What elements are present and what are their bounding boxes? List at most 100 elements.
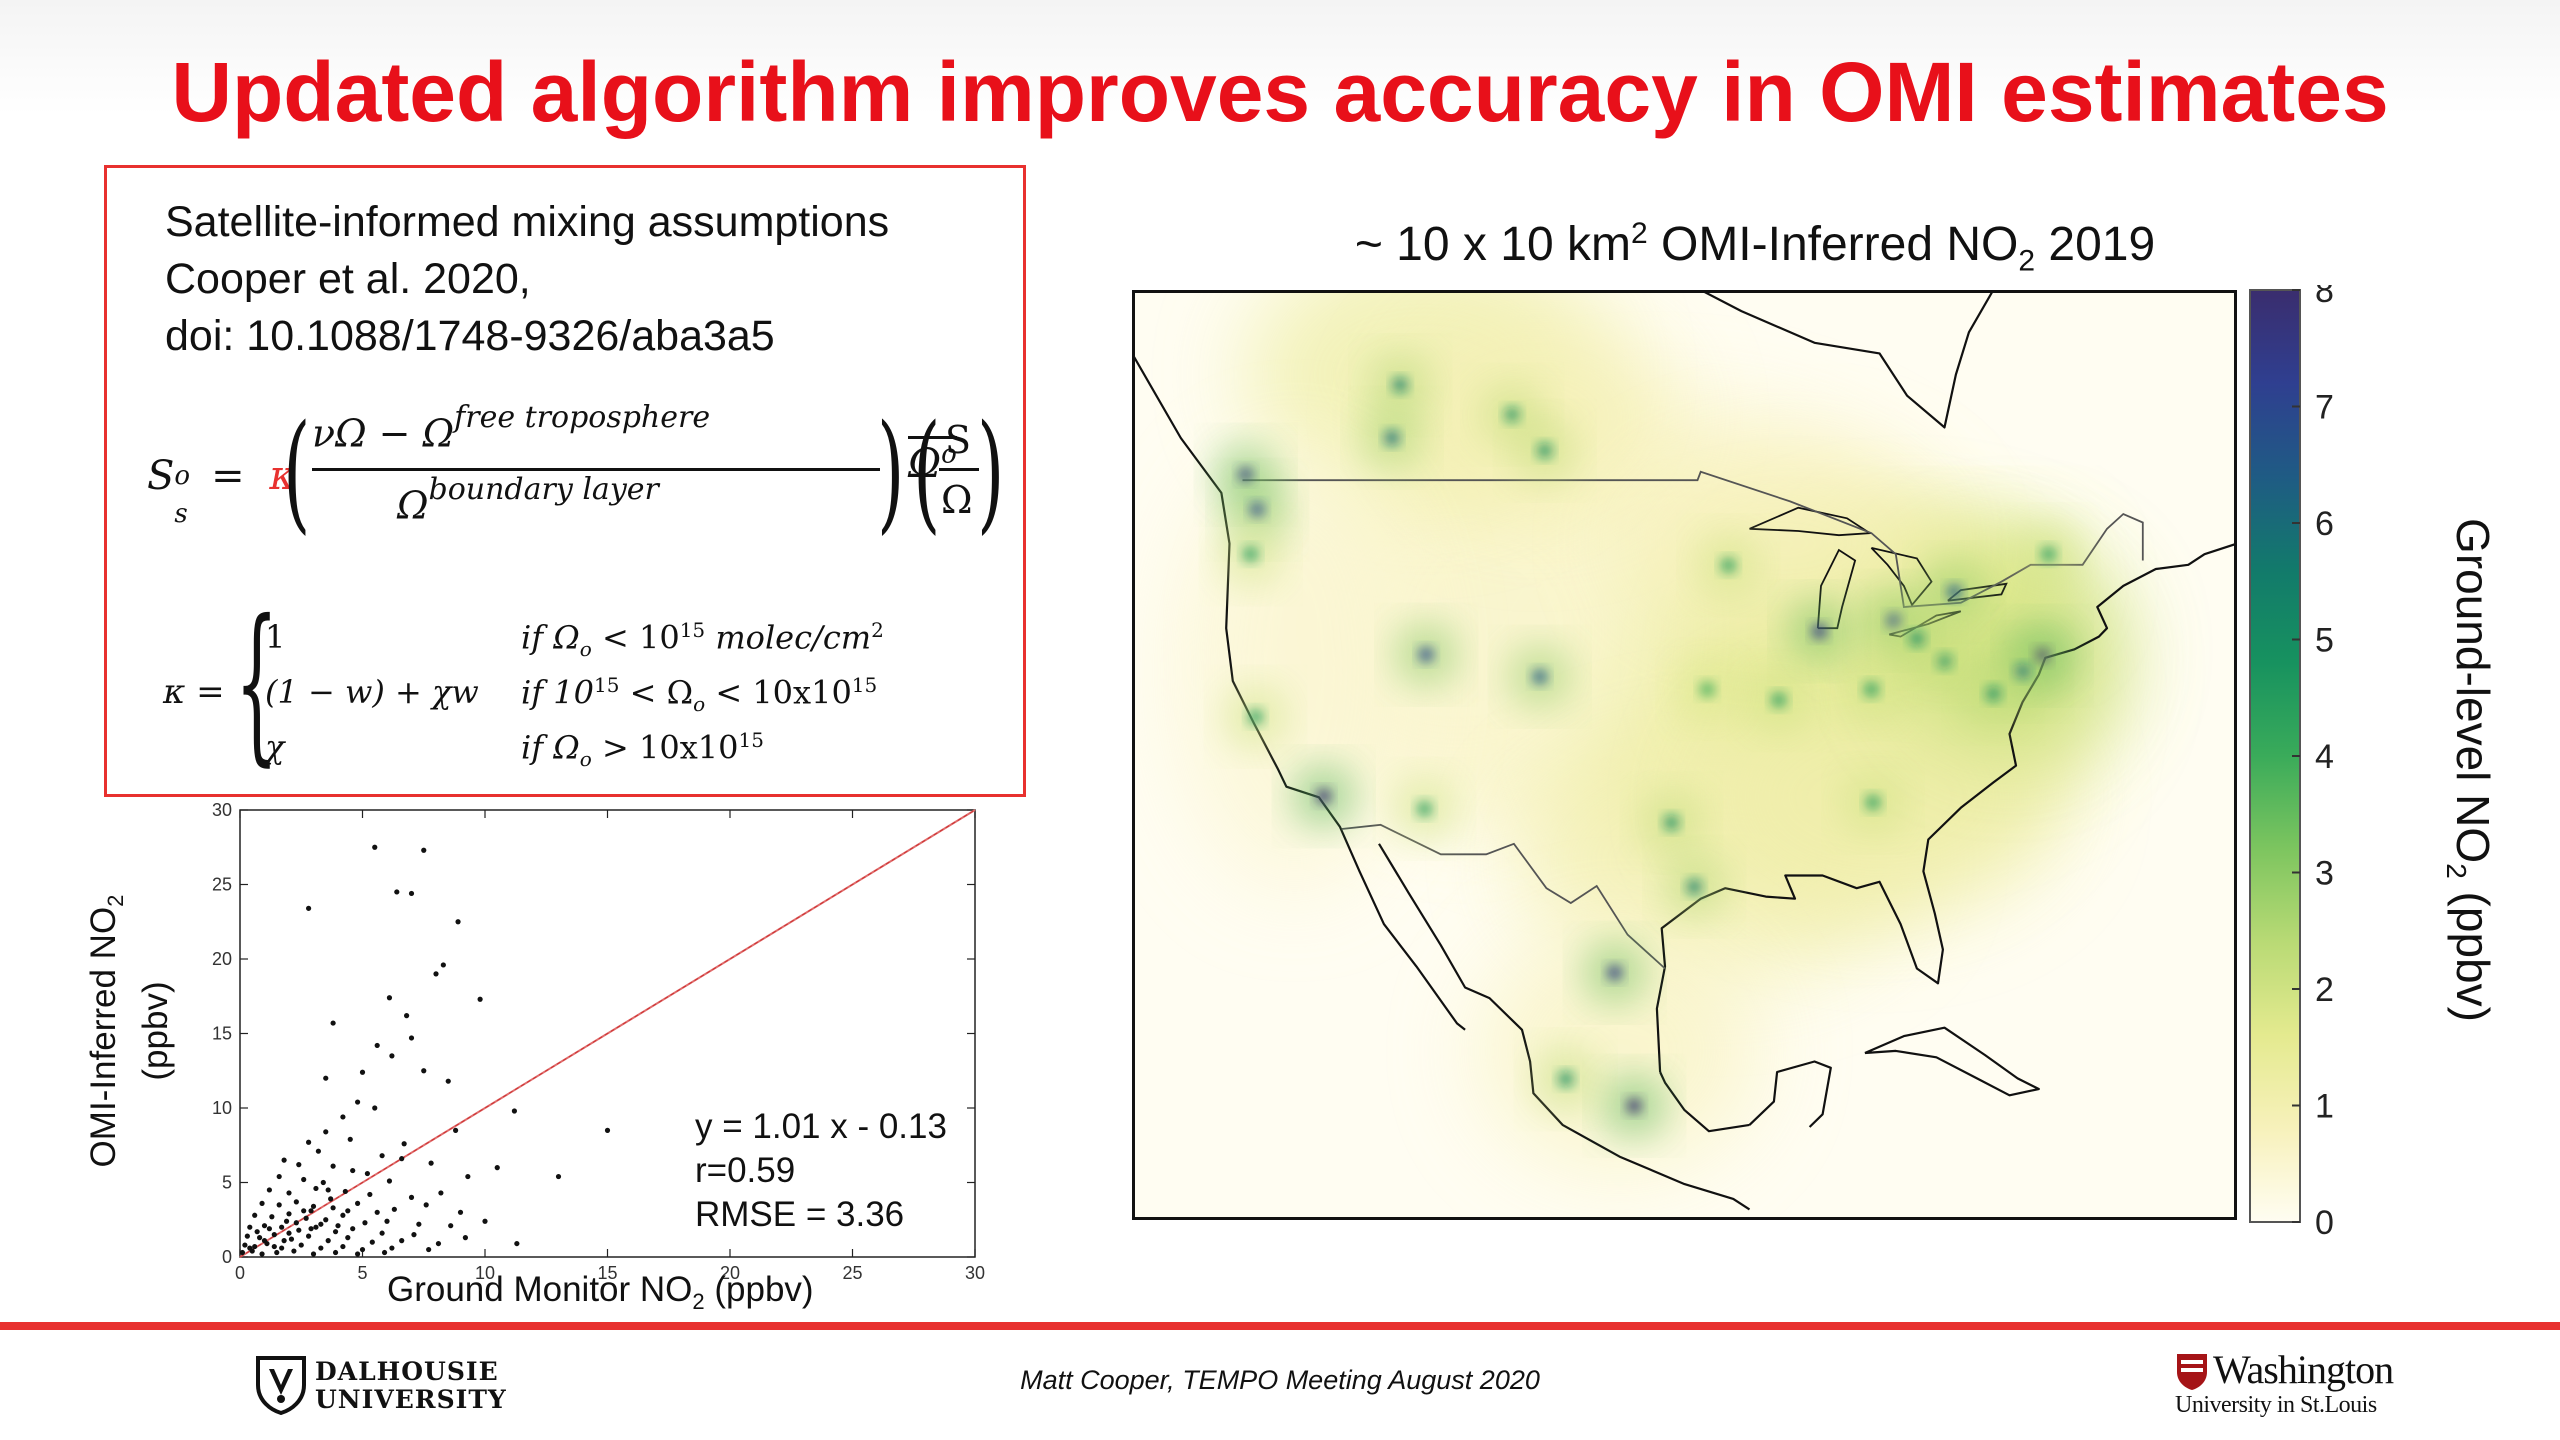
scatter-point <box>332 1249 339 1256</box>
kappa-case-1-value: 1 <box>265 618 286 656</box>
scatter-point <box>330 1020 336 1026</box>
scatter-point <box>259 1251 265 1257</box>
scatter-point <box>313 1224 319 1230</box>
scatter-point <box>448 1223 454 1229</box>
coastline <box>1748 1060 1832 1128</box>
scatter-point <box>330 1163 336 1169</box>
hotspot-houston <box>1687 879 1702 894</box>
colorbar-tick-label: 7 <box>2315 389 2334 427</box>
x-tick-label: 5 <box>357 1263 367 1283</box>
scatter-point <box>462 1235 468 1241</box>
scatter-point <box>286 1230 292 1236</box>
kappa-symbol: κ <box>269 453 296 499</box>
scatter-point <box>359 1246 366 1253</box>
scatter-point <box>293 1199 299 1205</box>
hotspot-pittsburgh <box>1937 654 1952 669</box>
colorbar-tick-label: 8 <box>2315 285 2334 310</box>
kappa-case-1-condition: if Ωo < 1015 molec/cm2 <box>521 618 884 662</box>
coastline <box>1864 1026 2040 1097</box>
scatter-point <box>416 1221 422 1227</box>
scatter-point <box>379 1153 385 1159</box>
scatter-point <box>332 1229 339 1235</box>
scatter-point <box>271 1232 277 1238</box>
hotspot-kansas-city <box>1700 682 1715 697</box>
scatter-point <box>323 1217 329 1223</box>
y-tick-label: 15 <box>212 1024 232 1044</box>
scatter-point <box>340 1212 346 1218</box>
country-border <box>1341 823 1666 970</box>
colorbar-tick-label: 0 <box>2315 1204 2334 1235</box>
scatter-point <box>374 1042 380 1049</box>
scatter-point <box>303 1215 309 1221</box>
scatter-point <box>242 1242 248 1248</box>
paren-close-2: ) <box>977 398 1005 547</box>
scatter-xlabel: Ground Monitor NO2 (ppbv) <box>387 1270 814 1314</box>
scatter-point <box>259 1200 265 1206</box>
scatter-point <box>271 1243 277 1250</box>
scatter-point <box>269 1214 275 1220</box>
hotspot-calgary <box>1385 430 1399 445</box>
scatter-point <box>252 1243 258 1250</box>
scatter-point <box>465 1173 471 1180</box>
y-tick-label: 30 <box>212 800 232 820</box>
scatter-point <box>364 1170 370 1177</box>
scatter-point <box>286 1211 292 1217</box>
dalhousie-shield-icon <box>256 1356 306 1415</box>
hotspot-st-louis <box>1771 693 1786 708</box>
hotspot-washington <box>1986 686 2001 701</box>
scatter-point <box>421 1068 427 1074</box>
scatter-point <box>438 1190 444 1196</box>
hotspot-phoenix <box>1417 801 1432 816</box>
scatter-point <box>604 1127 611 1133</box>
hotspot-salt-lake-city <box>1419 647 1434 662</box>
scatter-point <box>428 1160 434 1166</box>
scatter-point <box>288 1236 295 1242</box>
scatter-point <box>286 1190 292 1196</box>
scatter-point <box>421 847 427 853</box>
scatter-point <box>306 905 312 911</box>
slide-title: Updated algorithm improves accuracy in O… <box>171 45 2389 139</box>
scatter-point <box>355 1251 361 1257</box>
mean-omega-term: Ωo <box>908 436 957 488</box>
reference-box: Satellite-informed mixing assumptions Co… <box>104 165 1026 797</box>
hotspot-denver <box>1532 669 1547 684</box>
scatter-point <box>408 890 415 897</box>
scatter-point <box>408 1194 415 1200</box>
colorbar-tick-label: 3 <box>2315 855 2334 893</box>
scatter-point <box>511 1108 517 1114</box>
scatter-point <box>372 844 378 850</box>
x-tick-label: 30 <box>965 1263 985 1283</box>
one-to-one-line <box>239 809 976 1258</box>
hotspot-toronto <box>1947 585 1962 600</box>
scatter-point <box>283 1218 290 1224</box>
map-title: ~ 10 x 10 km2 OMI-Inferred NO2 2019 <box>1354 217 2156 278</box>
scatter-point <box>252 1212 258 1218</box>
hotspot-seattle <box>1250 502 1265 517</box>
scatter-point <box>261 1238 268 1244</box>
reference-line-3: doi: 10.1088/1748-9326/aba3a5 <box>165 312 775 360</box>
scatter-chart: 0 5 10 15 20 25 30 0 5 10 15 20 25 30 <box>212 800 985 1283</box>
scatter-point <box>384 1218 390 1224</box>
hotspot-dallas <box>1664 815 1679 830</box>
reference-line-1: Satellite-informed mixing assumptions <box>165 198 890 246</box>
scatter-point <box>347 1136 353 1142</box>
scatter-point <box>401 1141 407 1147</box>
scatter-point <box>306 1233 312 1239</box>
y-tick-label: 10 <box>212 1098 232 1118</box>
scatter-point <box>342 1188 348 1195</box>
regional-no2-field <box>1622 453 1942 634</box>
scatter-point <box>301 1176 307 1183</box>
scatter-point <box>494 1165 500 1171</box>
y-tick-label: 0 <box>222 1247 232 1267</box>
colorbar-gradient <box>2249 289 2301 1223</box>
scatter-point <box>477 996 483 1002</box>
footer-credit: Matt Cooper, TEMPO Meeting August 2020 <box>1020 1365 1540 1395</box>
scatter-point <box>391 1206 397 1212</box>
kappa-brace: { <box>235 584 279 782</box>
scatter-point <box>372 1105 378 1111</box>
scatter-point <box>323 1075 329 1081</box>
scatter-point <box>555 1173 562 1180</box>
regional-no2-field <box>1398 316 1679 517</box>
scatter-point <box>355 1200 361 1206</box>
scatter-point <box>274 1249 280 1256</box>
